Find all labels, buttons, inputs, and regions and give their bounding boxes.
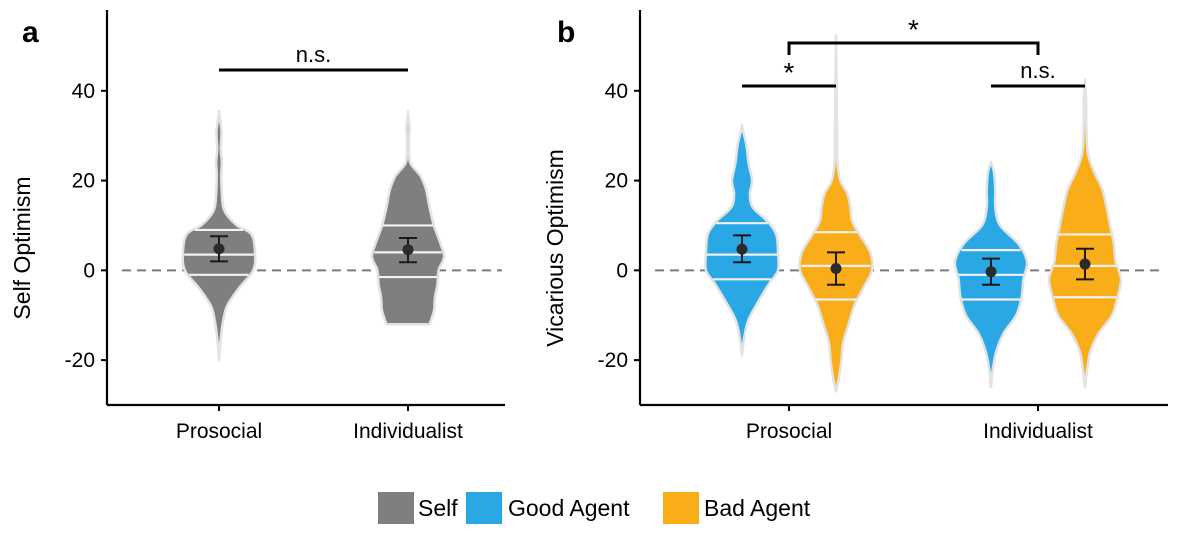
- panel-b-ylabel: Vicarious Optimism: [542, 149, 568, 347]
- panel-b-violin-prosocial-bad-agent: [798, 34, 874, 393]
- panel-b-violin-individualist-good-agent-mean-point: [985, 266, 997, 278]
- panel-b-violin-individualist-bad-agent-mean-point: [1079, 258, 1091, 270]
- panel-b-violin-individualist-good-agent: [953, 160, 1029, 389]
- panel-a-ytick-label: 20: [72, 170, 95, 193]
- panel-b-ytick-label: 0: [616, 259, 628, 282]
- panel-b-ytick-label: 40: [605, 80, 628, 103]
- panel-a-xtick-label-prosocial: Prosocial: [176, 420, 262, 443]
- panel-a-xtick-label-individualist: Individualist: [353, 420, 463, 443]
- panel-a-letter: a: [22, 16, 39, 49]
- panel-b-plot: -20 0 20 40 Prosocial Individualist * n.s. *: [598, 10, 1168, 443]
- panel-a-violin-individualist-self-body: [370, 110, 446, 326]
- panel-b-letter: b: [557, 16, 575, 49]
- panel-b: b Vicarious Optimism -20 0 20 40 Prosocial In…: [542, 10, 1168, 443]
- legend: Self Good Agent Bad Agent: [378, 492, 811, 524]
- legend-swatch-bad-agent: [663, 492, 699, 524]
- legend-label-bad-agent: Bad Agent: [704, 495, 811, 521]
- legend-label-good-agent: Good Agent: [508, 495, 630, 521]
- panel-a: a Self Optimism -20 0 20 40 Prosocial Individ…: [9, 10, 505, 443]
- legend-swatch-good-agent: [466, 492, 502, 524]
- panel-b-violin-prosocial-bad-agent-mean-point: [830, 263, 842, 275]
- panel-b-ytick-label: 20: [605, 170, 628, 193]
- panel-b-xtick-label-individualist: Individualist: [983, 420, 1093, 443]
- panel-a-ytick-label: -20: [65, 349, 95, 372]
- panel-b-violin-prosocial-good-agent-mean-point: [736, 243, 748, 255]
- panel-a-plot: -20 0 20 40 Prosocial Individualist n.s.: [65, 10, 505, 443]
- panel-b-significance-label-1: n.s.: [1020, 58, 1055, 83]
- panel-a-violin-prosocial-self-mean-point: [213, 243, 225, 255]
- panel-a-significance-label-0: n.s.: [296, 42, 331, 67]
- panel-b-violin-individualist-bad-agent-body: [1047, 78, 1123, 389]
- legend-swatch-self: [378, 492, 414, 524]
- panel-b-ytick-label: -20: [598, 349, 628, 372]
- panel-a-ytick-label: 0: [83, 259, 95, 282]
- panel-b-violin-prosocial-good-agent: [704, 123, 780, 357]
- panel-b-significance-label-0: *: [784, 57, 795, 88]
- panel-b-violin-prosocial-bad-agent-body: [798, 34, 874, 393]
- panel-a-violin-individualist-self: [370, 110, 446, 326]
- panel-a-ytick-label: 40: [72, 80, 95, 103]
- panel-a-ylabel: Self Optimism: [9, 176, 35, 319]
- panel-b-significance-label-2: *: [908, 14, 919, 45]
- legend-label-self: Self: [418, 495, 458, 521]
- panel-b-violin-individualist-bad-agent: [1047, 78, 1123, 389]
- panel-a-violin-prosocial-self: [181, 109, 257, 362]
- panel-a-violin-individualist-self-mean-point: [402, 244, 414, 256]
- panel-b-xtick-label-prosocial: Prosocial: [746, 420, 832, 443]
